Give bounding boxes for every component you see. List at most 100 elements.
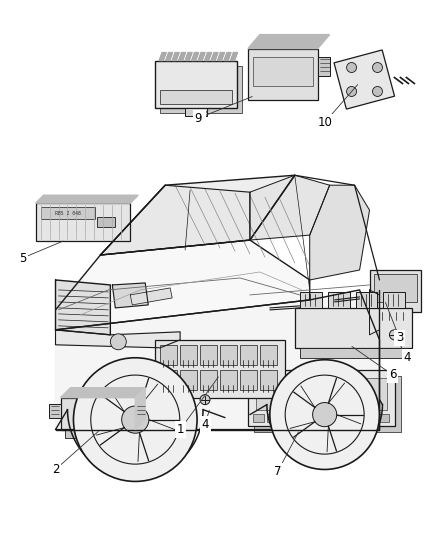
Text: 8: 8 [196, 112, 204, 125]
Bar [160, 345, 177, 365]
Text: 6: 6 [389, 368, 396, 381]
Bar [364, 414, 375, 422]
Polygon shape [56, 240, 310, 330]
Circle shape [200, 394, 210, 405]
Polygon shape [100, 185, 250, 255]
Circle shape [110, 334, 126, 350]
Bar [260, 345, 277, 365]
Bar [49, 403, 60, 417]
Circle shape [74, 358, 197, 481]
Text: 5: 5 [19, 252, 26, 264]
Polygon shape [112, 283, 148, 308]
Bar [248, 49, 318, 100]
Circle shape [346, 86, 357, 96]
Circle shape [122, 406, 149, 433]
Bar [220, 345, 237, 365]
Bar [334, 50, 395, 109]
Bar [254, 376, 401, 432]
Circle shape [372, 86, 382, 96]
Bar [256, 378, 388, 410]
Polygon shape [159, 53, 166, 61]
Bar [300, 348, 407, 358]
Bar [35, 203, 130, 241]
Bar [200, 345, 217, 365]
Bar [379, 312, 410, 320]
Polygon shape [370, 290, 379, 335]
Text: 2: 2 [52, 463, 59, 476]
Polygon shape [135, 387, 145, 430]
Bar [97, 217, 115, 227]
Polygon shape [218, 53, 225, 61]
Polygon shape [56, 290, 379, 430]
Polygon shape [224, 53, 231, 61]
Bar [60, 398, 135, 430]
Bar [180, 370, 197, 390]
Polygon shape [100, 175, 295, 255]
Bar [253, 56, 313, 86]
Bar [200, 370, 217, 390]
Bar [323, 414, 334, 422]
Circle shape [389, 330, 399, 340]
Bar [185, 108, 207, 116]
Bar [66, 430, 130, 438]
Text: 7: 7 [274, 465, 282, 478]
Bar [155, 61, 237, 108]
Text: 4: 4 [404, 351, 411, 364]
Bar [281, 414, 292, 422]
Bar [147, 379, 155, 392]
Polygon shape [248, 35, 330, 49]
Bar [384, 292, 406, 308]
Bar [350, 414, 361, 422]
Bar [309, 414, 320, 422]
Bar [374, 274, 417, 302]
Bar [295, 414, 306, 422]
Bar [253, 414, 264, 422]
Polygon shape [185, 53, 192, 61]
Polygon shape [230, 53, 237, 61]
Polygon shape [205, 53, 212, 61]
Circle shape [372, 62, 382, 72]
Polygon shape [191, 53, 198, 61]
Bar [160, 91, 232, 104]
Circle shape [313, 402, 337, 427]
Bar [337, 414, 348, 422]
Polygon shape [130, 288, 172, 305]
Polygon shape [172, 53, 179, 61]
Bar [220, 370, 237, 390]
Bar [260, 370, 277, 390]
Bar [180, 345, 197, 365]
Text: 9: 9 [194, 112, 202, 125]
Polygon shape [166, 53, 173, 61]
Bar [300, 292, 321, 308]
Bar [378, 414, 389, 422]
Bar [240, 370, 257, 390]
Bar [295, 308, 413, 348]
Polygon shape [60, 387, 145, 398]
Polygon shape [211, 53, 218, 61]
Text: 10: 10 [317, 116, 332, 129]
Bar [135, 403, 147, 417]
Bar [240, 345, 257, 365]
Bar [41, 207, 95, 219]
Polygon shape [56, 280, 110, 335]
Bar [248, 370, 396, 425]
Bar [318, 56, 330, 77]
Text: RB5 2 048: RB5 2 048 [55, 211, 81, 216]
Bar [155, 340, 285, 398]
Polygon shape [310, 185, 370, 280]
Bar [160, 370, 177, 390]
Text: 3: 3 [396, 332, 403, 344]
Circle shape [270, 360, 379, 470]
Polygon shape [56, 330, 180, 348]
Polygon shape [198, 53, 205, 61]
Polygon shape [250, 175, 330, 240]
Circle shape [346, 62, 357, 72]
Bar [285, 379, 293, 392]
Bar [160, 66, 242, 114]
Bar [328, 292, 350, 308]
Bar [370, 270, 421, 312]
Polygon shape [179, 53, 186, 61]
Bar [356, 292, 378, 308]
Bar [267, 414, 278, 422]
Text: 4: 4 [201, 418, 209, 431]
